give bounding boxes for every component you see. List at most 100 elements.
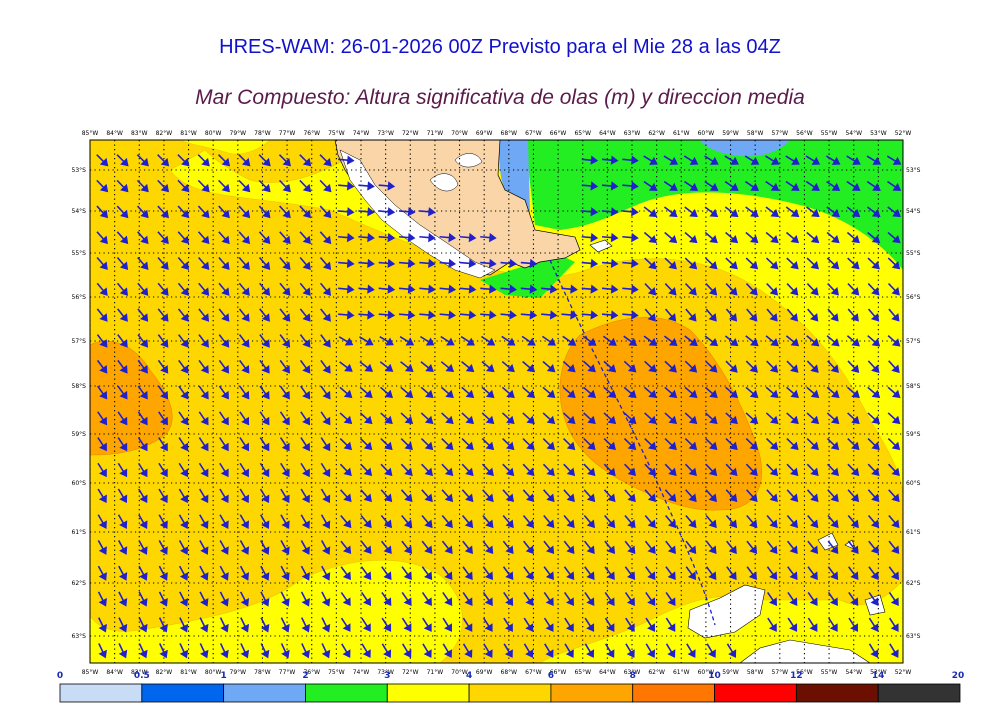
colorbar-label: 8: [630, 671, 636, 681]
direction-arrowhead: [387, 284, 396, 294]
direction-arrowhead: [118, 572, 128, 581]
lon-label: 85°W: [82, 669, 99, 676]
direction-arrowhead: [529, 310, 538, 320]
lon-label: 52°W: [895, 130, 912, 137]
direction-arrowhead: [201, 157, 210, 167]
direction-arrowhead: [546, 519, 555, 529]
direction-arrowhead: [567, 364, 576, 373]
direction-arrowhead: [403, 571, 412, 581]
direction-arrowhead: [509, 310, 517, 320]
direction-arrowhead: [769, 597, 778, 606]
direction-arrowhead: [850, 597, 859, 606]
direction-arrowhead: [119, 339, 128, 348]
lon-label: 57°W: [772, 669, 789, 676]
direction-arrowhead: [200, 546, 209, 555]
direction-arrowhead: [647, 493, 657, 503]
direction-arrowhead: [346, 155, 355, 165]
direction-arrowhead: [282, 261, 291, 271]
direction-arrowhead: [282, 235, 291, 245]
direction-arrowhead: [566, 441, 576, 451]
direction-arrowhead: [159, 494, 168, 504]
direction-arrowhead: [220, 494, 229, 504]
lon-label: 77°W: [279, 669, 296, 676]
direction-arrowhead: [262, 209, 271, 219]
direction-arrowhead: [160, 390, 169, 400]
wave-zone-3-4m-north: [560, 194, 903, 300]
direction-arrowhead: [220, 390, 229, 400]
direction-arrowhead: [610, 181, 619, 191]
direction-arrowhead: [890, 597, 899, 606]
colorbar-label: 14: [872, 671, 885, 681]
direction-arrowhead: [610, 232, 619, 243]
lon-label: 72°W: [402, 669, 419, 676]
direction-arrowhead: [302, 235, 311, 245]
direction-arrowhead: [606, 649, 615, 658]
direction-arrowhead: [872, 156, 882, 165]
direction-arrowhead: [626, 649, 635, 658]
direction-arrowhead: [383, 493, 393, 503]
direction-arrowhead: [322, 494, 331, 504]
direction-arrowhead: [525, 519, 535, 529]
direction-arrowhead: [302, 261, 311, 271]
direction-arrowhead: [607, 389, 617, 399]
direction-arrowhead: [728, 313, 738, 322]
direction-arrowhead: [729, 260, 738, 270]
direction-arrowhead: [465, 363, 475, 373]
direction-arrowhead: [343, 467, 352, 477]
direction-arrowhead: [627, 364, 637, 373]
direction-arrowhead: [570, 310, 578, 320]
direction-arrowhead: [606, 571, 615, 581]
direction-arrowhead: [322, 442, 331, 452]
direction-arrowhead: [180, 261, 190, 271]
direction-arrowhead: [769, 571, 778, 581]
direction-arrowhead: [466, 337, 475, 346]
direction-arrowhead: [282, 339, 291, 348]
direction-arrowhead: [405, 337, 415, 346]
direction-arrowhead: [627, 519, 636, 529]
direction-arrowhead: [261, 572, 270, 581]
direction-arrowhead: [200, 623, 209, 633]
direction-arrowhead: [749, 364, 758, 373]
direction-arrowhead: [488, 258, 497, 268]
direction-arrowhead: [750, 156, 760, 165]
direction-arrowhead: [160, 183, 170, 193]
direction-arrowhead: [321, 572, 331, 581]
direction-arrowhead: [428, 258, 436, 268]
direction-arrowhead: [301, 649, 310, 659]
direction-arrowhead: [118, 649, 128, 659]
colorbar-label: 0: [57, 671, 63, 681]
direction-arrowhead: [407, 232, 416, 243]
direction-arrowhead: [587, 467, 596, 477]
direction-arrowhead: [871, 467, 880, 477]
direction-arrowhead: [159, 623, 168, 633]
direction-arrowhead: [241, 442, 250, 452]
direction-arrowhead: [811, 208, 820, 218]
direction-arrowhead: [464, 519, 474, 529]
direction-arrowhead: [119, 546, 128, 555]
direction-arrowhead: [668, 364, 677, 373]
direction-arrowhead: [261, 520, 270, 529]
direction-arrowhead: [669, 182, 678, 191]
direction-arrowhead: [810, 313, 819, 322]
direction-arrowhead: [281, 572, 290, 581]
direction-arrowhead: [323, 183, 332, 193]
direction-arrowhead: [407, 258, 416, 268]
direction-arrowhead: [667, 545, 676, 555]
direction-arrowhead: [367, 284, 375, 294]
direction-arrowhead: [468, 232, 477, 243]
direction-arrowhead: [343, 441, 353, 451]
direction-arrowhead: [367, 207, 375, 217]
direction-arrowhead: [810, 441, 819, 451]
direction-arrowhead: [444, 493, 454, 503]
direction-arrowhead: [852, 156, 861, 165]
direction-arrowhead: [281, 494, 290, 504]
direction-arrowhead: [180, 339, 189, 348]
direction-arrowhead: [831, 182, 841, 191]
colorbar-label: 2: [302, 671, 308, 681]
lon-label: 68°W: [501, 669, 518, 676]
direction-arrowhead: [728, 649, 737, 658]
direction-arrowhead: [387, 310, 396, 320]
direction-arrowhead: [343, 415, 353, 425]
direction-arrowhead: [688, 519, 697, 529]
direction-arrowhead: [709, 415, 718, 425]
